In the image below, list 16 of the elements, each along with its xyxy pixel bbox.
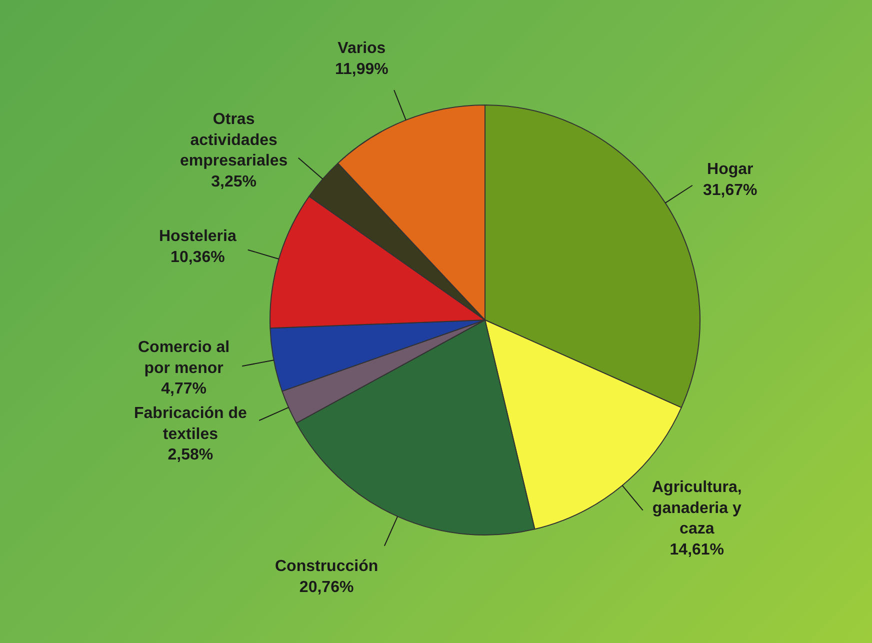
data-label: 4,77% bbox=[161, 380, 206, 398]
data-label: 10,36% bbox=[170, 248, 225, 266]
data-label: 31,67% bbox=[703, 182, 758, 199]
slice-label: Construcción bbox=[275, 558, 378, 575]
data-label: 2,58% bbox=[168, 446, 214, 464]
slice-label: Fabricación de textiles bbox=[134, 405, 248, 443]
slice-label: Hosteleria bbox=[159, 228, 236, 245]
data-label: 11,99% bbox=[335, 60, 388, 78]
data-label: 20,76% bbox=[299, 578, 354, 596]
slice-label: Agricultura, ganaderia y caza bbox=[652, 479, 742, 538]
slice-label: Varios bbox=[338, 40, 386, 57]
slice-label: Otras actividades empresariales bbox=[180, 111, 288, 170]
data-label: 3,25% bbox=[211, 173, 257, 190]
slice-label: Comercio al por menor bbox=[138, 339, 230, 377]
slice-label: Hogar bbox=[707, 161, 754, 178]
data-label: 14,61% bbox=[670, 541, 724, 558]
